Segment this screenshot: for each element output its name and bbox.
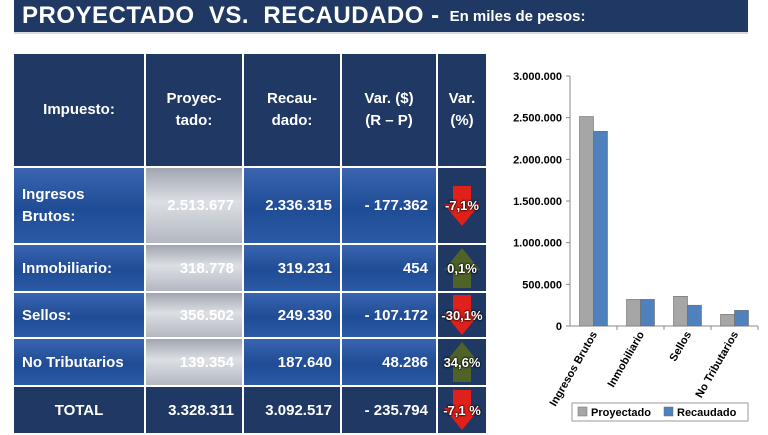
bar-recaudado — [640, 299, 655, 327]
cell-var-abs: 454 — [342, 245, 436, 291]
y-tick-label: 1.500.000 — [513, 196, 562, 208]
cell-var-pct: -7,1 % — [438, 387, 486, 433]
arrow-down-icon — [444, 185, 480, 226]
bar-chart: 0 500.000 1.000.000 1.500.000 2.000.000 2.500… — [513, 71, 759, 422]
table-total-row: TOTAL 3.328.311 3.092.517 - 235.794 -7,1… — [14, 387, 486, 433]
cell-var-pct: 0,1% — [438, 245, 486, 291]
cell-recaudado: 2.336.315 — [244, 168, 340, 243]
row-label: No Tributarios — [14, 339, 144, 385]
cell-var-pct: -7,1% — [438, 168, 486, 243]
cell-recaudado: 249.330 — [244, 293, 340, 337]
cell-recaudado: 319.231 — [244, 245, 340, 291]
table-row: No Tributarios 139.354 187.640 48.286 34… — [14, 339, 486, 385]
cell-recaudado: 187.640 — [244, 339, 340, 385]
cell-var-pct: -30,1% — [438, 293, 486, 337]
col-header-var-pct: Var. (%) — [438, 54, 486, 166]
page-title: PROYECTADO VS. RECAUDADO - — [22, 2, 440, 29]
arrow-up-icon — [444, 248, 480, 288]
legend-label: Recaudado — [677, 407, 737, 419]
cell-var-abs: - 107.172 — [342, 293, 436, 337]
bar-recaudado — [687, 304, 702, 327]
cell-proyectado: 318.778 — [146, 245, 242, 291]
cell-proyectado: 3.328.311 — [146, 387, 242, 433]
row-label: Sellos: — [14, 293, 144, 337]
var-pct-value: 0,1% — [447, 260, 477, 276]
cell-var-abs: 48.286 — [342, 339, 436, 385]
y-tick-label: 2.500.000 — [513, 113, 562, 125]
cell-var-abs: - 235.794 — [342, 387, 436, 433]
cell-proyectado: 356.502 — [146, 293, 242, 337]
x-tick-label: Sellos — [668, 330, 695, 364]
tax-table: Impuesto: Proyec- tado: Recau- dado: Var… — [12, 52, 488, 435]
legend-box — [571, 402, 749, 422]
legend-label: Proyectado — [591, 407, 651, 419]
table-row: Sellos: 356.502 249.330 - 107.172 -30,1% — [14, 293, 486, 337]
table-row: Inmobiliario: 318.778 319.231 454 0,1% — [14, 245, 486, 291]
title-bar: PROYECTADO VS. RECAUDADO - En miles de p… — [14, 0, 748, 34]
y-tick-label: 3.000.000 — [513, 71, 562, 83]
page-subtitle: En miles de pesos: — [449, 7, 586, 25]
bar-recaudado — [734, 310, 749, 327]
y-tick-label: 500.000 — [522, 279, 562, 291]
legend-swatch — [577, 406, 588, 417]
arrow-up-icon — [444, 342, 480, 382]
y-tick-label: 1.000.000 — [513, 238, 562, 250]
row-label: TOTAL — [14, 387, 144, 433]
row-label: Inmobiliario: — [14, 245, 144, 291]
x-tick-label: No Tributarios — [693, 330, 741, 401]
bar-proyectado — [673, 295, 688, 327]
var-pct-value: 34,6% — [443, 354, 481, 370]
cell-var-abs: - 177.362 — [342, 168, 436, 243]
bar-proyectado — [579, 116, 594, 327]
x-tick-label: Inmobiliario — [606, 329, 648, 389]
table-header-row: Impuesto: Proyec- tado: Recau- dado: Var… — [14, 54, 486, 166]
row-label: Ingresos Brutos: — [14, 168, 144, 243]
bar-proyectado — [626, 299, 641, 327]
var-pct-value: -7,1% — [445, 198, 479, 213]
arrow-down-icon — [444, 295, 480, 335]
var-pct-value: -7,1 % — [443, 402, 481, 418]
arrow-down-icon — [444, 390, 480, 430]
var-pct-value: -30,1% — [441, 307, 483, 323]
cell-proyectado: 2.513.677 — [146, 168, 242, 243]
col-header-recaudado: Recau- dado: — [244, 54, 340, 166]
y-tick-label: 2.000.000 — [513, 154, 562, 166]
col-header-proyectado: Proyec- tado: — [146, 54, 242, 166]
table-row: Ingresos Brutos: 2.513.677 2.336.315 - 1… — [14, 168, 486, 243]
col-header-impuesto: Impuesto: — [14, 54, 144, 166]
x-tick-label: Ingresos Brutos — [548, 330, 601, 409]
legend-swatch — [663, 406, 674, 417]
col-header-var-abs: Var. ($) (R – P) — [342, 54, 436, 166]
y-tick-label: 0 — [556, 321, 562, 333]
cell-proyectado: 139.354 — [146, 339, 242, 385]
bar-recaudado — [593, 131, 608, 327]
cell-recaudado: 3.092.517 — [244, 387, 340, 433]
cell-var-pct: 34,6% — [438, 339, 486, 385]
bar-proyectado — [720, 314, 735, 327]
